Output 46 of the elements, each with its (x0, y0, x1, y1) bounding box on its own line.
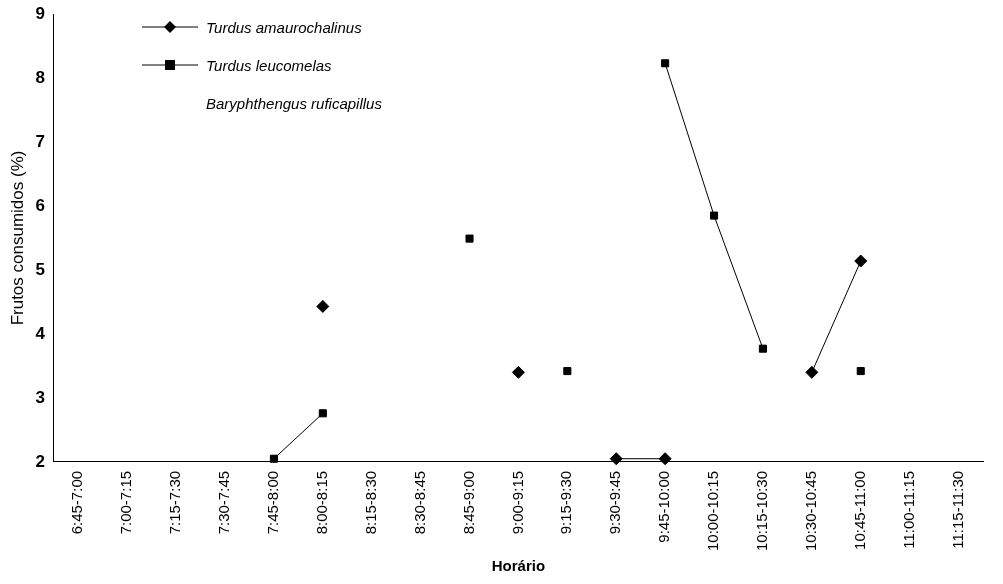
point (465, 234, 474, 243)
point (805, 365, 819, 379)
x-tick-label: 7:30-7:45 (215, 470, 233, 535)
point (269, 454, 278, 463)
x-tick-label: 9:15-9:30 (557, 470, 575, 535)
text: Baryphthengus ruficapillus (206, 94, 382, 112)
x-tick-label: 8:30-8:45 (410, 470, 428, 535)
point (758, 344, 767, 353)
x-tick-label: 11:00-11:15 (899, 470, 917, 549)
x-tick-label: 7:45-8:00 (264, 470, 282, 535)
point (511, 365, 525, 379)
legend-label: Turdus leucomelas (206, 56, 332, 74)
y-tick-label: 4 (35, 323, 46, 343)
x-tick-label: 7:00-7:15 (117, 470, 135, 535)
x-tick-label: 9:30-9:45 (606, 470, 624, 535)
x-tick-label: 6:45-7:00 (68, 470, 86, 535)
point (318, 409, 327, 418)
y-axis-title: Frutos consumidos (%) (7, 150, 27, 326)
x-tick-label: 8:00-8:15 (312, 470, 330, 535)
point (563, 367, 572, 376)
x-tick-label: 8:45-9:00 (459, 470, 477, 535)
x-tick-label: 10:30-10:45 (801, 470, 819, 552)
y-tick-label: 6 (35, 195, 45, 215)
y-tick-label: 2 (35, 451, 45, 471)
x-tick-label: 10:45-11:00 (850, 470, 868, 550)
point (658, 452, 672, 466)
point (854, 254, 868, 268)
x-tick-label: 10:00-10:15 (704, 470, 722, 552)
x-tick-label: 8:15-8:30 (361, 470, 379, 535)
y-tick-label: 5 (35, 259, 45, 279)
point (316, 299, 330, 313)
y-tick-label: 7 (35, 131, 45, 151)
y-tick-label: 3 (35, 387, 45, 407)
point (661, 59, 670, 68)
x-tick-label: 7:15-7:30 (166, 470, 184, 535)
y-tick-label: 8 (35, 67, 45, 87)
point (856, 367, 865, 376)
x-axis-title: Horário (491, 557, 546, 575)
x-tick-label: 9:00-9:15 (508, 470, 526, 535)
y-tick-label: 9 (35, 3, 45, 23)
x-tick-label: 9:45-10:00 (655, 470, 673, 543)
point (609, 452, 623, 466)
point (710, 211, 719, 220)
x-tick-label: 11:15-11:30 (948, 470, 966, 549)
x-tick-label: 10:15-10:30 (753, 470, 771, 552)
legend-label: Turdus amaurochalinus (206, 18, 362, 36)
